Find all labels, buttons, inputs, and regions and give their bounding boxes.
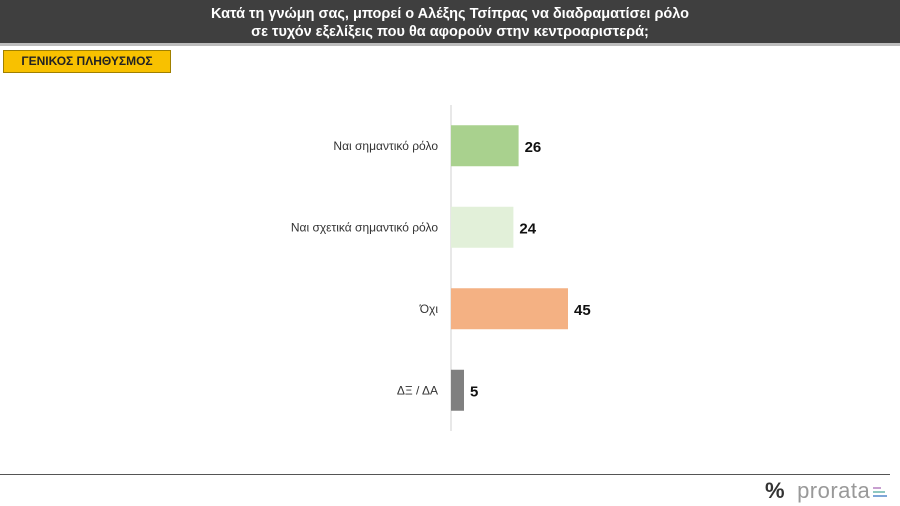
bar [451,288,568,330]
data-label: 45 [574,302,591,319]
title-line-2: σε τυχόν εξελίξεις που θα αφορούν στην κ… [251,24,649,40]
logo-text: prorata [797,478,871,503]
data-label: 24 [519,220,536,237]
chart-title: Κατά τη γνώμη σας, μπορεί ο Αλέξης Τσίπρ… [0,0,900,46]
population-badge: ΓΕΝΙΚΟΣ ΠΛΗΘΥΣΜΟΣ [3,50,171,73]
category-label: ΔΞ / ΔΑ [397,383,438,397]
title-line-1: Κατά τη γνώμη σας, μπορεί ο Αλέξης Τσίπρ… [210,6,690,22]
percent-icon: % [765,478,786,503]
category-label: Όχι [419,302,439,316]
bar [451,369,464,411]
prorata-logo: % prorata [765,478,888,504]
bar [451,125,519,167]
data-label: 5 [470,383,478,400]
category-label: Ναι σχετικά σημαντικό ρόλο [291,220,438,234]
data-label: 26 [525,139,542,156]
bar-chart: Ναι σημαντικό ρόλο 26 Ναι σχετικά σημαντικ… [291,105,591,431]
category-label: Ναι σημαντικό ρόλο [333,139,438,153]
logo-bars-icon [873,485,888,499]
bar [451,206,514,248]
footer-divider [0,474,890,475]
